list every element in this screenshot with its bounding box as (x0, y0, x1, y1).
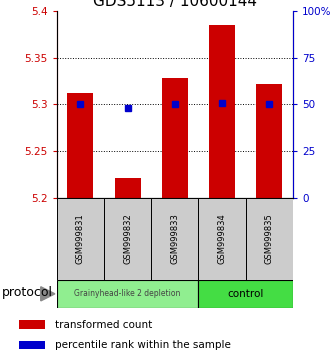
Bar (57, 280, 198, 308)
Bar (19, 320, 45, 329)
Bar (198, 280, 293, 308)
Text: Grainyhead-like 2 depletion: Grainyhead-like 2 depletion (74, 289, 181, 298)
Text: control: control (227, 289, 264, 299)
Text: protocol: protocol (2, 286, 53, 299)
Text: GSM999834: GSM999834 (217, 213, 227, 264)
Text: GSM999831: GSM999831 (76, 213, 85, 264)
Bar (115, 178, 141, 198)
Text: percentile rank within the sample: percentile rank within the sample (55, 340, 230, 350)
Bar (209, 25, 235, 198)
Text: transformed count: transformed count (55, 320, 152, 330)
Polygon shape (41, 287, 55, 301)
Bar (57, 198, 104, 280)
Bar (104, 198, 151, 280)
Bar (198, 198, 246, 280)
Text: GSM999835: GSM999835 (265, 213, 274, 264)
Bar (162, 78, 188, 198)
Bar (67, 93, 93, 198)
Bar (246, 198, 293, 280)
Text: GSM999833: GSM999833 (170, 213, 179, 264)
Bar (151, 198, 198, 280)
Bar (19, 341, 45, 349)
Bar (256, 84, 282, 198)
Title: GDS5113 / 10600144: GDS5113 / 10600144 (93, 0, 257, 10)
Text: GSM999832: GSM999832 (123, 213, 132, 264)
